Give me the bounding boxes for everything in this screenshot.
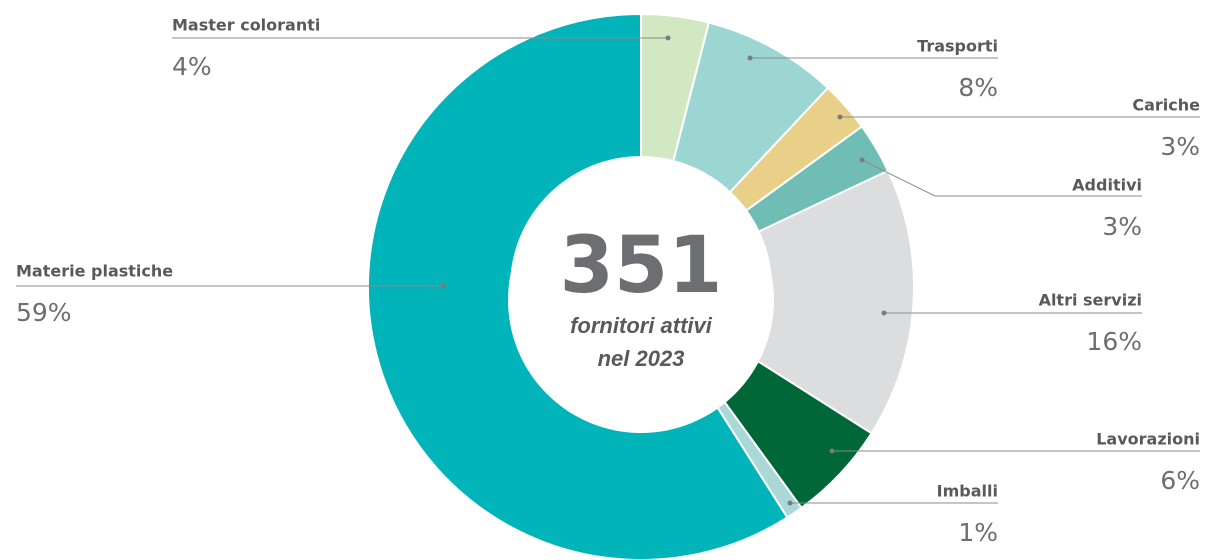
category-label: Altri servizi	[1039, 291, 1142, 310]
leader-dot	[837, 114, 843, 120]
donut-hole	[508, 167, 774, 433]
leader-dot	[829, 448, 835, 454]
category-label: Trasporti	[917, 37, 998, 56]
value-label: 8%	[958, 73, 998, 102]
value-label: 3%	[1160, 132, 1200, 161]
category-label: Master coloranti	[172, 16, 320, 35]
value-label: 3%	[1102, 212, 1142, 241]
center-value: 351	[560, 221, 723, 311]
leader-line	[861, 159, 1142, 197]
category-label: Materie plastiche	[16, 262, 173, 281]
value-label: 4%	[172, 52, 212, 81]
value-label: 6%	[1160, 466, 1200, 495]
center-text: nel 2023	[598, 346, 685, 371]
category-label: Lavorazioni	[1096, 430, 1200, 449]
value-label: 16%	[1086, 327, 1142, 356]
value-label: 59%	[16, 298, 72, 327]
center-text: fornitori attivi	[570, 313, 713, 338]
labels: Master coloranti 4% Trasporti 8% Cariche 3% Ad…	[16, 16, 1200, 547]
leader-dot	[859, 157, 865, 163]
leader-dot	[747, 55, 753, 61]
category-label: Additivi	[1072, 176, 1142, 195]
category-label: Imballi	[937, 482, 998, 501]
category-label: Cariche	[1132, 96, 1200, 115]
value-label: 1%	[958, 518, 998, 547]
leader-dot	[665, 35, 671, 41]
leader-dot	[881, 310, 887, 316]
leader-dot	[787, 500, 793, 506]
leader-dot	[440, 283, 446, 289]
